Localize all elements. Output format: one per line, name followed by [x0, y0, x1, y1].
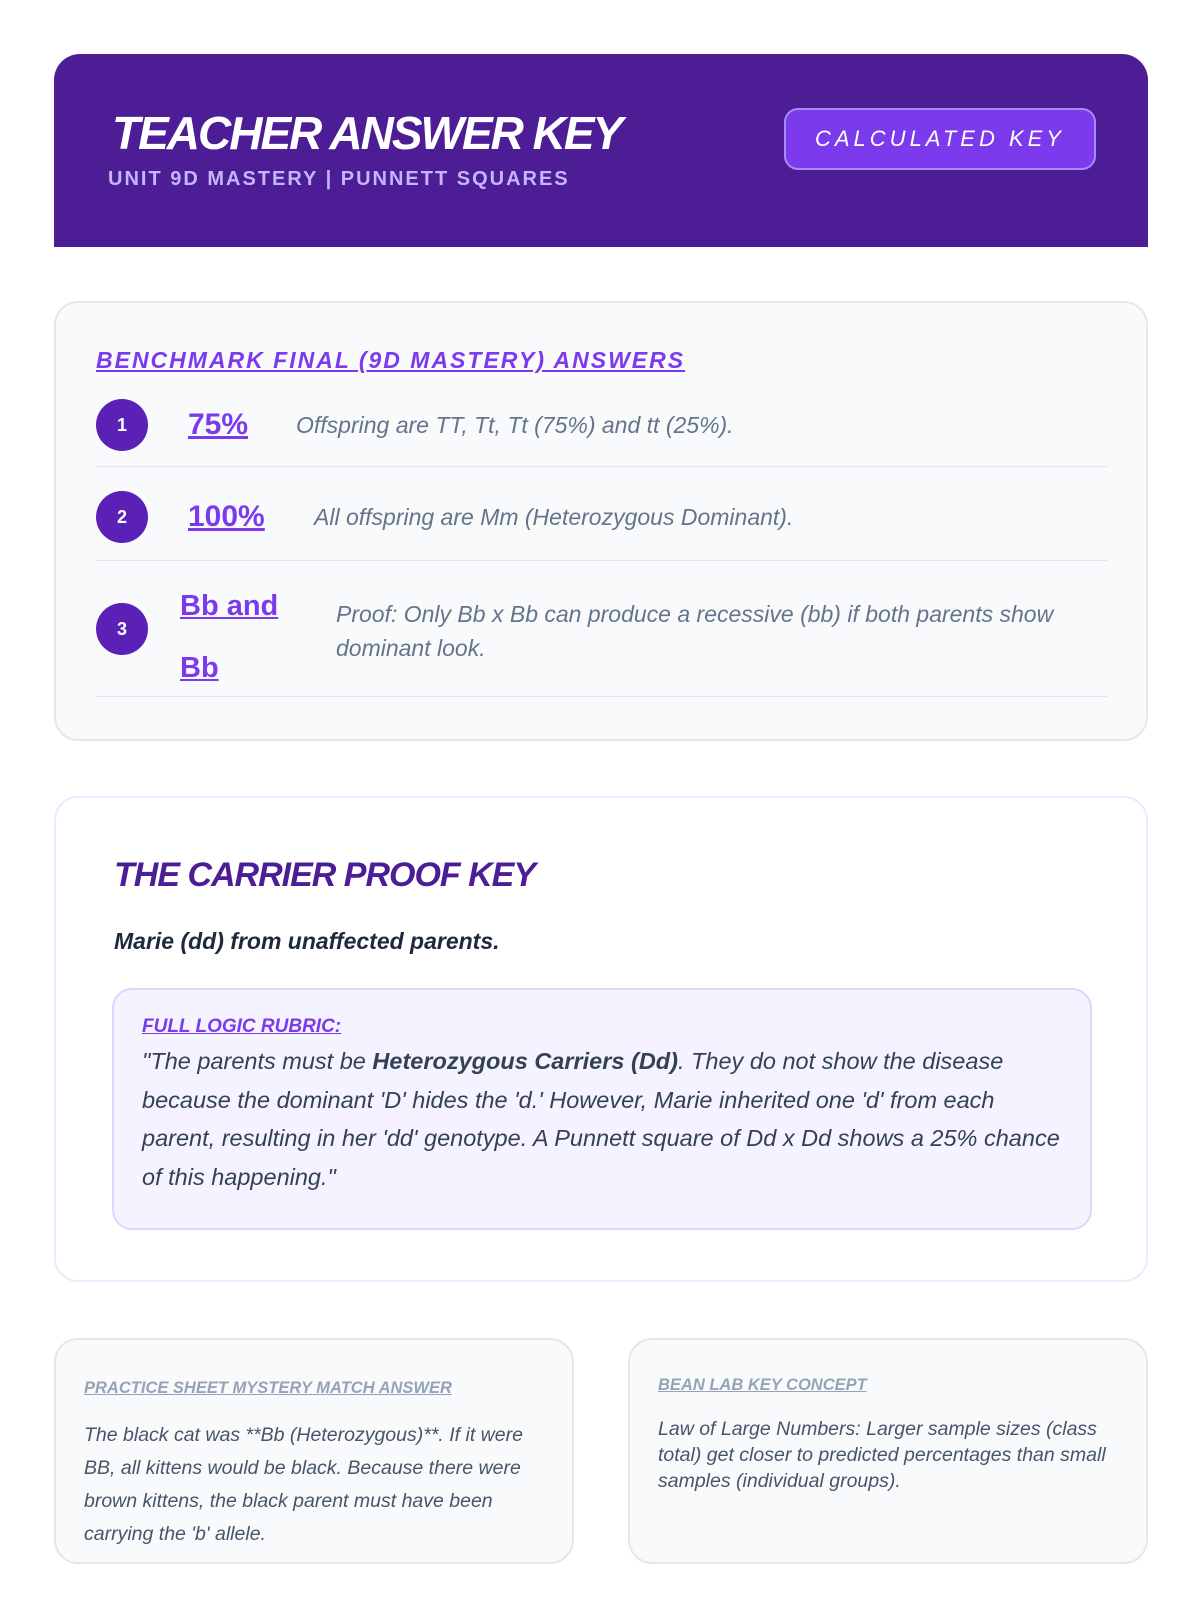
calculated-key-badge[interactable]: CALCULATED KEY [784, 108, 1096, 170]
answer-number: 2 [96, 491, 148, 543]
carrier-heading: THE CARRIER PROOF KEY [114, 856, 536, 894]
answer-row: 3 Bb and Bb Proof: Only Bb x Bb can prod… [96, 561, 1108, 697]
rubric-bold: Heterozygous Carriers (Dd) [372, 1048, 678, 1074]
answer-value[interactable]: 75% [188, 408, 249, 441]
bean-lab-text: Law of Large Numbers: Larger sample size… [658, 1418, 1106, 1492]
rubric-box: FULL LOGIC RUBRIC: "The parents must be … [112, 988, 1092, 1230]
practice-card: PRACTICE SHEET MYSTERY MATCH ANSWER The … [54, 1338, 574, 1564]
benchmark-card: BENCHMARK FINAL (9D MASTERY) ANSWERS 1 7… [54, 301, 1148, 741]
carrier-proof-card: THE CARRIER PROOF KEY Marie (dd) from un… [54, 796, 1148, 1282]
bean-lab-card: BEAN LAB KEY CONCEPT Law of Large Number… [628, 1338, 1148, 1564]
answer-explanation: Offspring are TT, Tt, Tt (75%) and tt (2… [296, 412, 734, 438]
rubric-text: "The parents must be Heterozygous Carrie… [142, 1042, 1062, 1196]
bean-lab-label: BEAN LAB KEY CONCEPT [658, 1376, 867, 1394]
carrier-lead: Marie (dd) from unaffected parents. [114, 928, 500, 954]
rubric-text-start: "The parents must be [142, 1048, 373, 1074]
page-subtitle: UNIT 9D MASTERY | PUNNETT SQUARES [108, 168, 570, 190]
answer-row: 1 75% Offspring are TT, Tt, Tt (75%) and… [96, 395, 1108, 467]
answer-number: 1 [96, 399, 148, 451]
answer-explanation: Proof: Only Bb x Bb can produce a recess… [336, 601, 1054, 661]
answer-value[interactable]: 100% [188, 500, 265, 533]
practice-text: The black cat was **Bb (Heterozygous)**.… [84, 1424, 523, 1545]
page-title: TEACHER ANSWER KEY [112, 107, 623, 159]
benchmark-heading: BENCHMARK FINAL (9D MASTERY) ANSWERS [96, 347, 686, 373]
answer-explanation: All offspring are Mm (Heterozygous Domin… [314, 504, 794, 530]
practice-label: PRACTICE SHEET MYSTERY MATCH ANSWER [84, 1379, 452, 1397]
answer-row: 2 100% All offspring are Mm (Heterozygou… [96, 467, 1108, 561]
header-banner: TEACHER ANSWER KEY UNIT 9D MASTERY | PUN… [54, 54, 1148, 247]
answer-value[interactable]: Bb and Bb [180, 590, 279, 684]
rubric-text-end: . They do not show the disease because t… [142, 1048, 1060, 1190]
rubric-label: FULL LOGIC RUBRIC: [142, 1016, 342, 1037]
answer-number: 3 [96, 603, 148, 655]
